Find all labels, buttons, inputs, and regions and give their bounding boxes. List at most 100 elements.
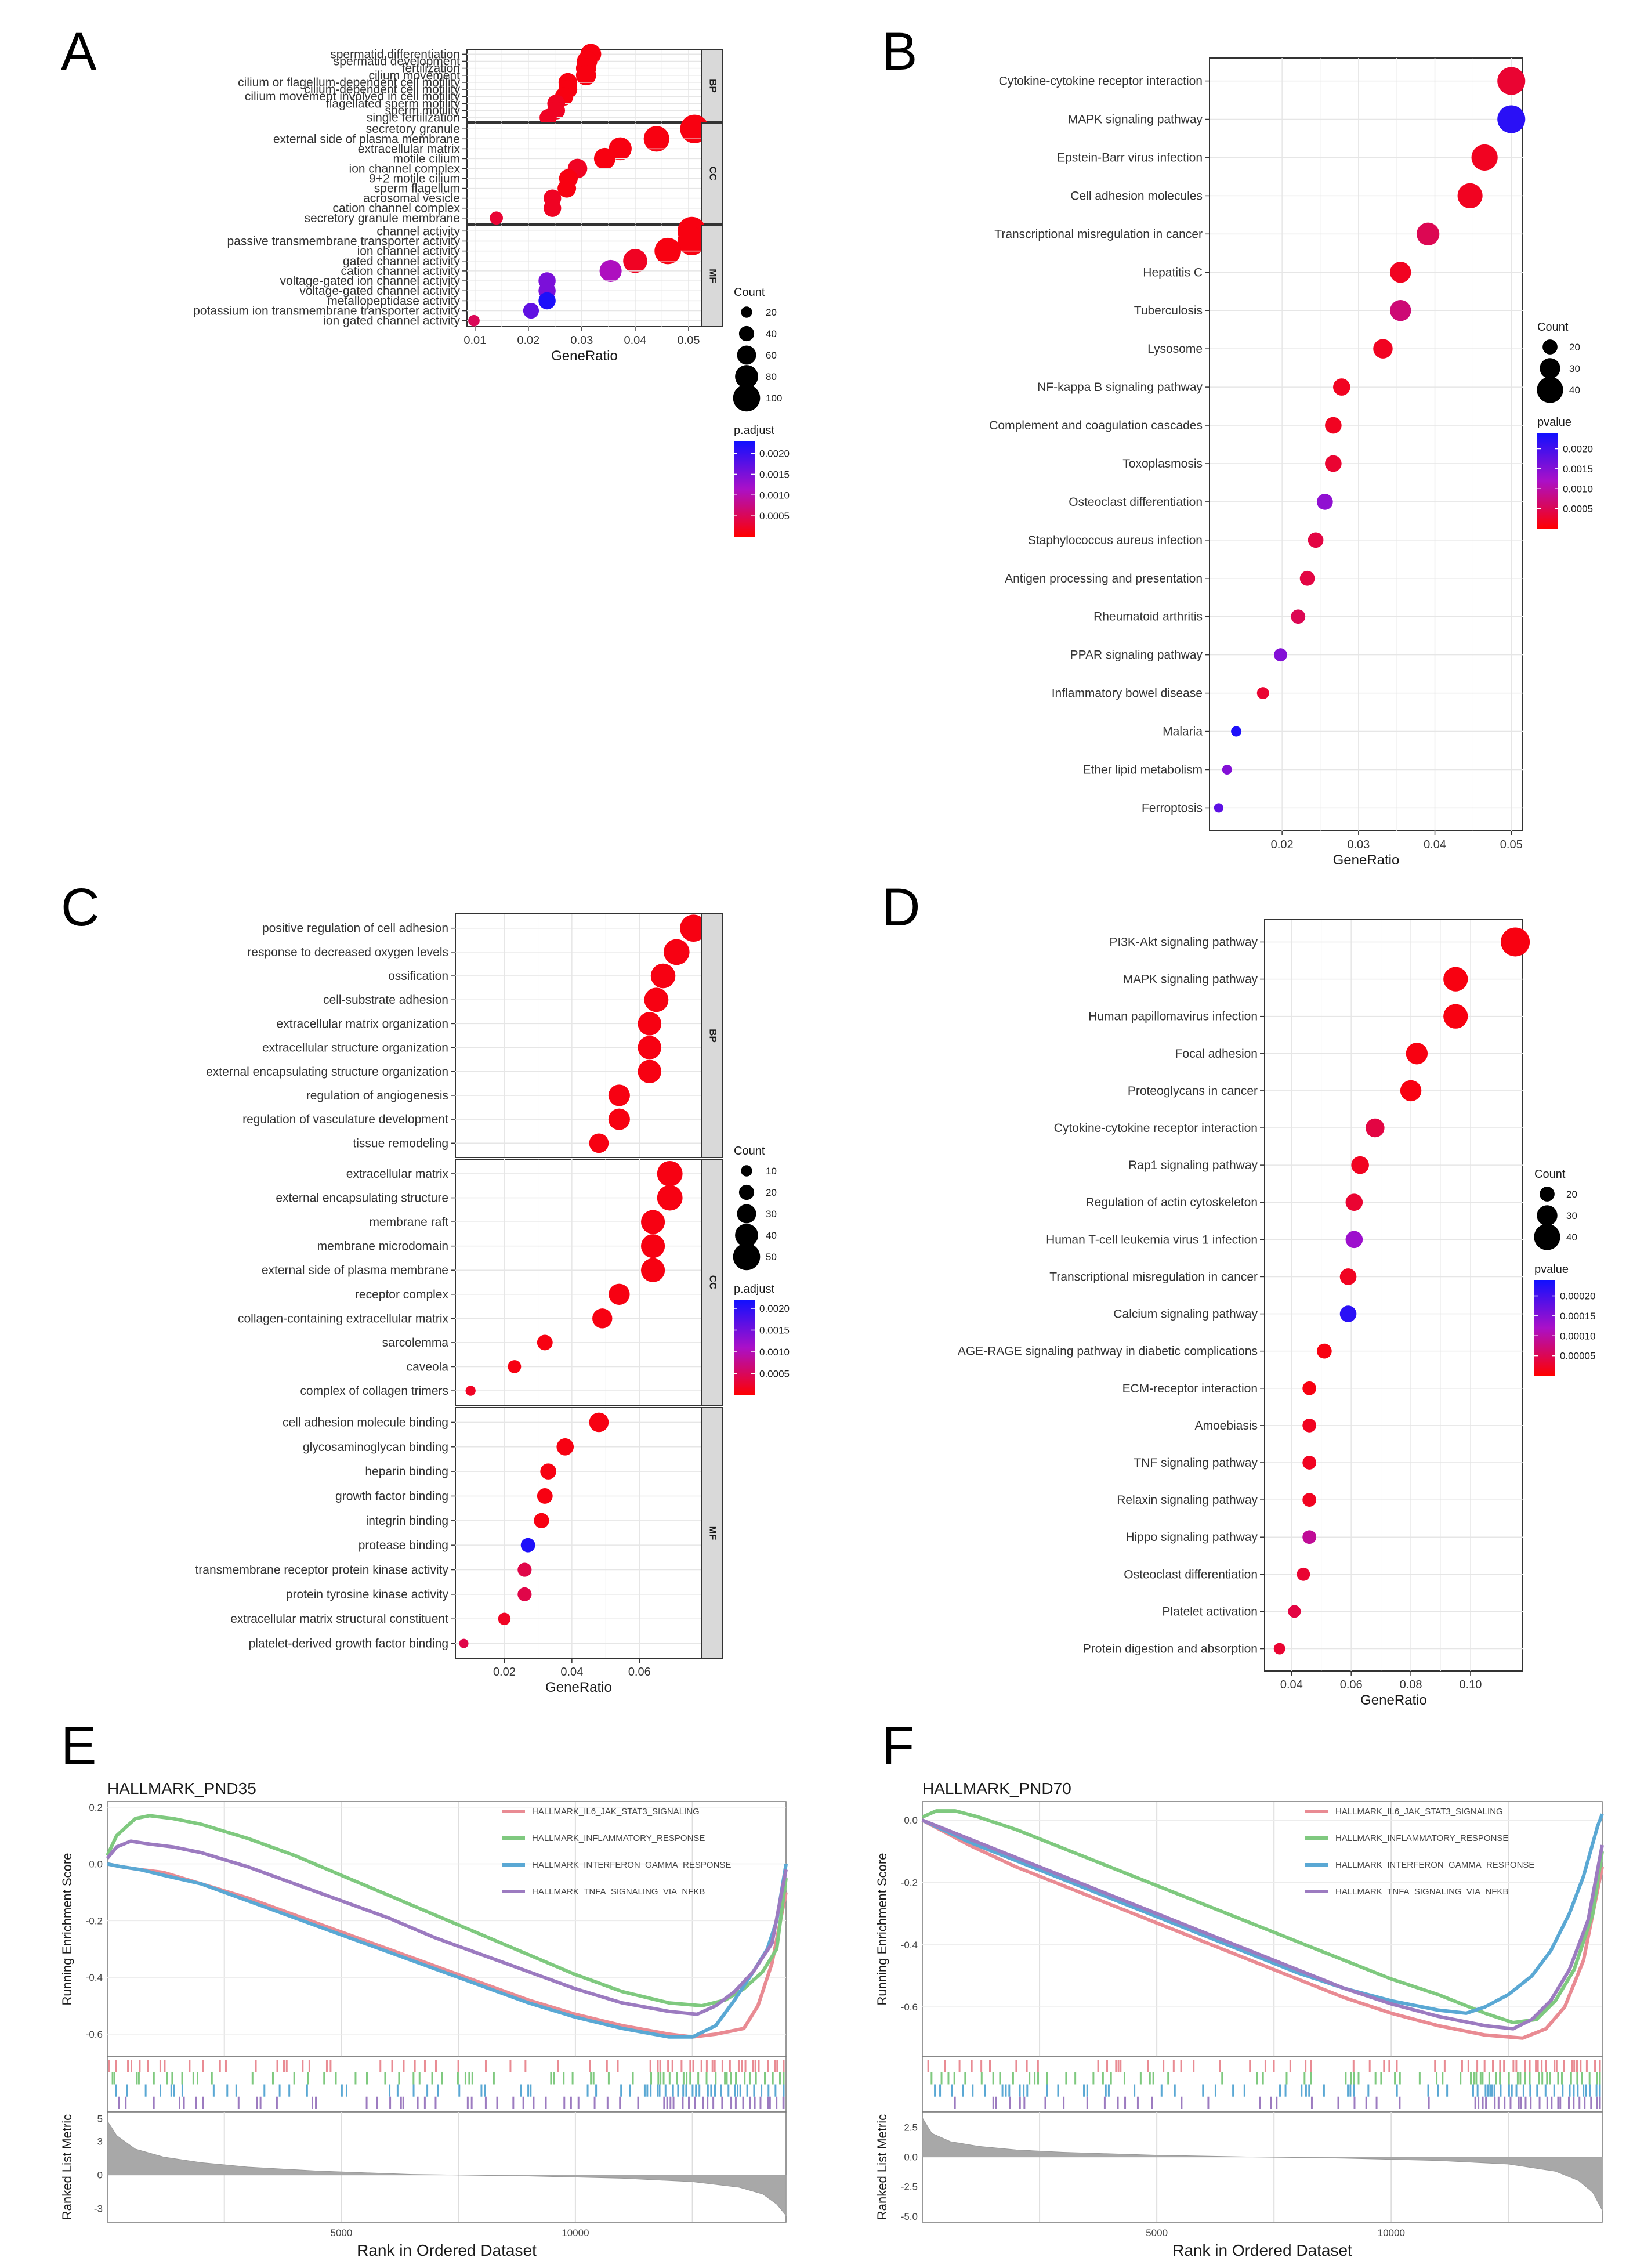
size-legend-dot: [738, 1184, 755, 1200]
data-point: [1406, 1043, 1428, 1065]
data-point: [1417, 222, 1440, 245]
term-label: Osteoclast differentiation: [1124, 1568, 1258, 1581]
term-label: TNF signaling pathway: [1134, 1456, 1258, 1470]
data-point: [539, 108, 557, 126]
data-point: [1390, 262, 1411, 283]
x-axis-title: Rank in Ordered Dataset: [1172, 2241, 1352, 2259]
color-legend-title: p.adjust: [734, 424, 774, 437]
color-legend-label: 0.0005: [759, 511, 790, 522]
data-point: [599, 259, 622, 282]
term-label: extracellular structure organization: [262, 1041, 448, 1055]
term-label: single fertilization: [367, 111, 460, 125]
term-label: cilium movement involved in cell motilit…: [245, 90, 461, 103]
term-label: spermatid differentiation: [330, 48, 460, 61]
legend-label: HALLMARK_IL6_JAK_STAT3_SIGNALING: [1335, 1807, 1503, 1817]
data-point: [678, 226, 707, 255]
data-point: [1497, 67, 1526, 95]
term-label: flagellated sperm motility: [326, 97, 461, 110]
color-bar: [734, 1300, 755, 1395]
size-legend-dot: [741, 306, 752, 318]
term-label: glycosaminoglycan binding: [303, 1441, 448, 1454]
term-label: Rap1 signaling pathway: [1128, 1159, 1258, 1172]
data-point: [1274, 648, 1287, 662]
size-legend-title: Count: [734, 1145, 765, 1157]
size-legend-dot: [738, 325, 755, 342]
data-point: [517, 1587, 532, 1601]
color-legend-label: 0.0010: [759, 490, 790, 501]
data-point: [609, 1283, 630, 1305]
chart-panel-e: E HALLMARK_PND35 0.2 0.0 -0.2 -0.4 -0.6 Running…: [60, 1716, 788, 2259]
term-label: external side of plasma membrane: [273, 132, 460, 146]
metric-tick-label: -3: [94, 2204, 103, 2215]
data-point: [608, 1108, 630, 1130]
x-tick-label: 0.03: [570, 334, 593, 347]
x-tick-label: 10000: [1378, 2227, 1405, 2238]
term-label: extracellular matrix organization: [277, 1017, 448, 1030]
term-label: Human papillomavirus infection: [1088, 1010, 1258, 1023]
size-legend-title: Count: [734, 286, 765, 299]
facet-strip: [701, 122, 723, 225]
data-point: [1214, 803, 1223, 813]
data-point: [1325, 455, 1342, 472]
facet-strip: [701, 225, 723, 327]
data-point: [517, 1562, 532, 1577]
term-label: collagen-containing extracellular matrix: [238, 1312, 449, 1325]
data-point: [1443, 1004, 1468, 1029]
term-label: Ether lipid metabolism: [1082, 763, 1203, 776]
term-label: ion channel complex: [349, 162, 461, 175]
color-legend-title: pvalue: [1537, 416, 1571, 429]
facet-label: BP: [708, 79, 719, 93]
term-label: extracellular matrix: [346, 1167, 449, 1181]
term-label: Regulation of actin cytoskeleton: [1085, 1196, 1258, 1209]
data-point: [657, 1185, 683, 1211]
chart-panel-b: B Cytokine-cytokine receptor interaction M…: [882, 22, 1593, 868]
facet-label: CC: [708, 167, 719, 181]
x-axis-title: GeneRatio: [551, 348, 618, 364]
color-legend-label: 0.00005: [1560, 1351, 1595, 1362]
data-point: [540, 1463, 556, 1480]
x-tick-label: 0.10: [1460, 1679, 1482, 1691]
term-label: Cell adhesion molecules: [1070, 189, 1203, 202]
term-label: Staphylococcus aureus infection: [1028, 534, 1203, 547]
term-label: cilium movement: [368, 69, 460, 82]
term-label: Transcriptional misregulation in cancer: [1049, 1270, 1258, 1283]
facet-main: PI3K-Akt signaling pathway MAPK signaling…: [958, 919, 1530, 1672]
legend-label: HALLMARK_INFLAMMATORY_RESPONSE: [532, 1833, 705, 1843]
x-tick-label: 0.06: [628, 1666, 651, 1679]
facet-label: MF: [708, 1526, 719, 1540]
term-label: protein tyrosine kinase activity: [286, 1588, 449, 1601]
term-label: passive transmembrane transporter activi…: [227, 234, 461, 248]
term-label: heparin binding: [365, 1465, 448, 1478]
term-label: sperm motility: [385, 104, 460, 118]
term-label: response to decreased oxygen levels: [247, 946, 448, 959]
term-label: channel activity: [376, 225, 460, 238]
term-label: Focal adhesion: [1175, 1047, 1258, 1061]
size-legend-dot: [1534, 1224, 1560, 1250]
facet-cc: extracellular matrix external encapsulati…: [238, 1159, 723, 1406]
color-legend-label: 0.00015: [1560, 1311, 1595, 1322]
size-legend-label: 20: [1569, 342, 1580, 353]
term-label: growth factor binding: [335, 1489, 448, 1503]
size-legend-dot: [1542, 339, 1558, 355]
data-point: [1501, 927, 1530, 957]
metric-tick-label: 5: [97, 2114, 103, 2125]
color-bar: [1534, 1280, 1555, 1376]
legend-label: HALLMARK_INTERFERON_GAMMA_RESPONSE: [1335, 1860, 1534, 1870]
term-label: membrane microdomain: [317, 1240, 448, 1253]
term-label: Amoebiasis: [1194, 1419, 1258, 1433]
data-point: [638, 1059, 662, 1084]
term-label: Ferroptosis: [1142, 801, 1203, 815]
x-axis-title: GeneRatio: [1333, 852, 1400, 868]
data-point: [1333, 378, 1350, 396]
term-label: ECM-receptor interaction: [1122, 1382, 1258, 1395]
legend-label: HALLMARK_TNFA_SIGNALING_VIA_NFKB: [1335, 1887, 1508, 1897]
term-label: regulation of vasculature development: [242, 1113, 448, 1126]
term-label: Tuberculosis: [1134, 304, 1203, 317]
data-point: [1345, 1193, 1363, 1211]
data-point: [608, 1084, 630, 1106]
y-tick-label: -0.2: [901, 1878, 918, 1889]
data-point: [1497, 105, 1526, 133]
size-legend-dot: [735, 1224, 758, 1247]
